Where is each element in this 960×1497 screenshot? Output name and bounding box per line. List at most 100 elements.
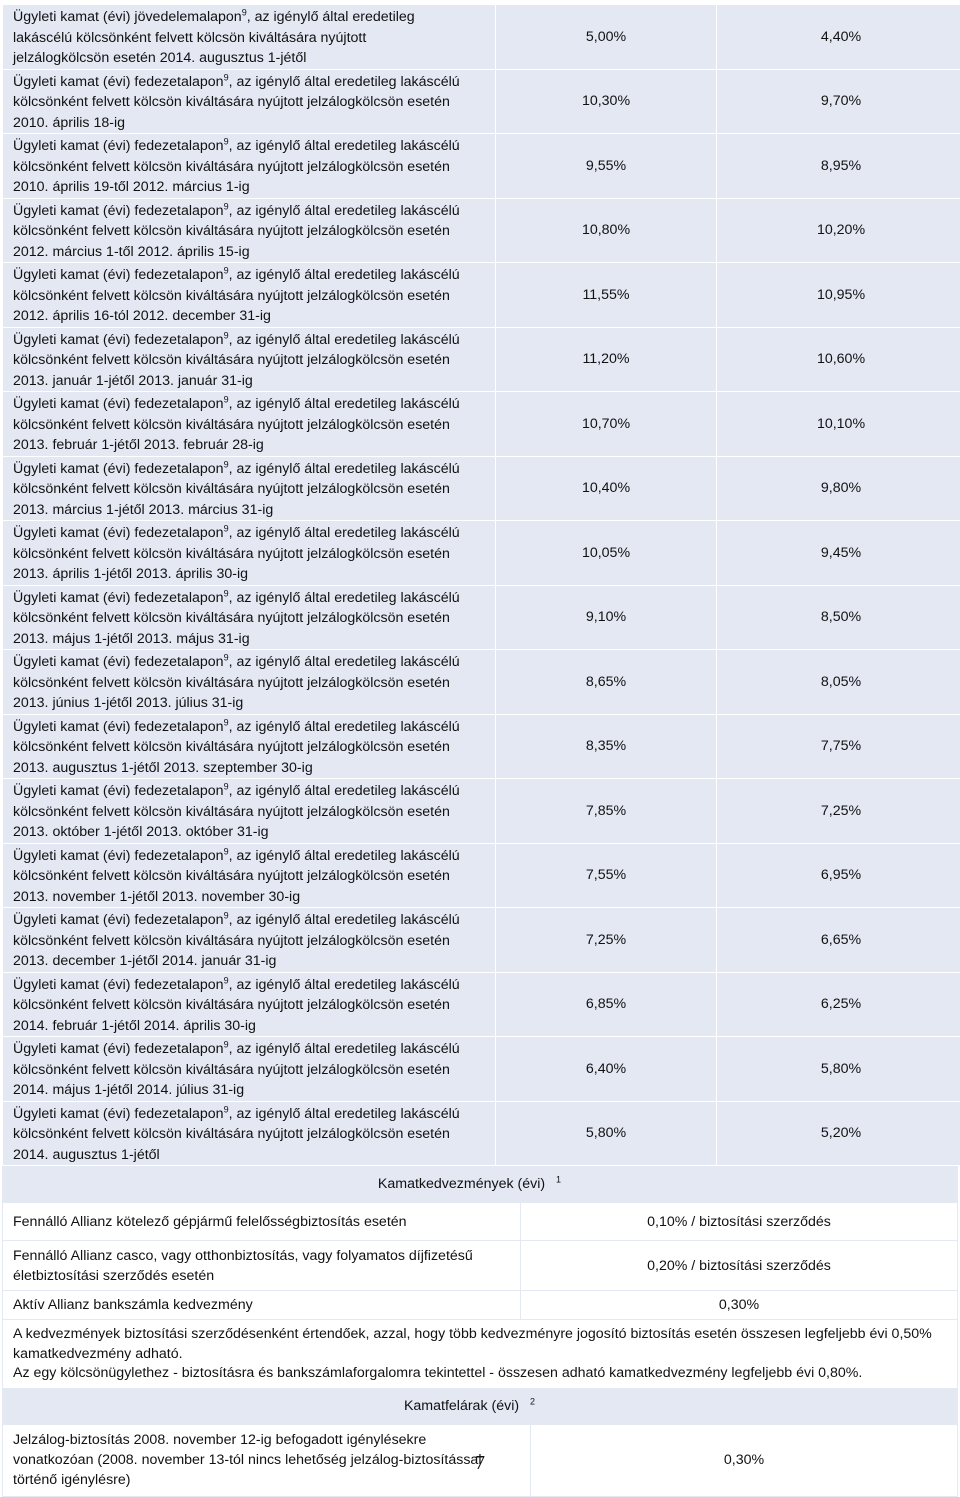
rate-desc-line1b: , az igénylő által eredetileg: [247, 9, 415, 25]
rate-value-2: 7,75%: [717, 714, 960, 779]
rate-value-2: 10,95%: [717, 263, 960, 328]
rate-value-1: 11,20%: [496, 327, 717, 392]
rate-value-1: 10,80%: [496, 198, 717, 263]
rate-value-2: 5,80%: [717, 1037, 960, 1102]
discount-value: 0,30%: [521, 1291, 958, 1320]
discount-value: 0,10% / biztosítási szerződés: [521, 1203, 958, 1241]
rate-desc-line3: 2012. március 1-től 2012. április 15-ig: [13, 244, 250, 260]
surcharges-title-footnote: 2: [530, 1396, 535, 1406]
discount-row: Fennálló Allianz kötelező gépjármű felel…: [3, 1203, 958, 1241]
rate-desc-line2: kölcsönként felvett kölcsön kiváltására …: [13, 223, 450, 239]
rate-value-1: 10,05%: [496, 521, 717, 586]
rate-description: Ügyleti kamat (évi) fedezetalapon9, az i…: [3, 1101, 496, 1166]
rate-value-2: 8,05%: [717, 650, 960, 715]
rate-value-2: 4,40%: [717, 5, 960, 70]
rate-description: Ügyleti kamat (évi) fedezetalapon9, az i…: [3, 908, 496, 973]
rate-desc-line1b: , az igénylő által eredetileg lakáscélú: [229, 74, 460, 90]
rate-desc-line2: kölcsönként felvett kölcsön kiváltására …: [13, 675, 450, 691]
surcharges-title: Kamatfelárak (évi): [404, 1398, 519, 1414]
rate-description: Ügyleti kamat (évi) fedezetalapon9, az i…: [3, 1037, 496, 1102]
rate-desc-line3: 2013. április 1-jétől 2013. április 30-i…: [13, 566, 248, 582]
rate-value-2: 5,20%: [717, 1101, 960, 1166]
rate-desc-line1: Ügyleti kamat (évi) fedezetalapon: [13, 783, 224, 799]
rate-desc-line2: kölcsönként felvett kölcsön kiváltására …: [13, 739, 450, 755]
rate-desc-line2: kölcsönként felvett kölcsön kiváltására …: [13, 933, 450, 949]
rate-value-1: 6,85%: [496, 972, 717, 1037]
rate-row: Ügyleti kamat (évi) jövedelemalapon9, az…: [3, 5, 960, 70]
rate-row: Ügyleti kamat (évi) fedezetalapon9, az i…: [3, 327, 960, 392]
rate-desc-line1b: , az igénylő által eredetileg lakáscélú: [229, 203, 460, 219]
rate-desc-line1: Ügyleti kamat (évi) fedezetalapon: [13, 461, 224, 477]
rate-description: Ügyleti kamat (évi) fedezetalapon9, az i…: [3, 456, 496, 521]
rate-row: Ügyleti kamat (évi) fedezetalapon9, az i…: [3, 69, 960, 134]
rate-description: Ügyleti kamat (évi) jövedelemalapon9, az…: [3, 5, 496, 70]
rate-desc-line2: kölcsönként felvett kölcsön kiváltására …: [13, 288, 450, 304]
rate-row: Ügyleti kamat (évi) fedezetalapon9, az i…: [3, 908, 960, 973]
rate-description: Ügyleti kamat (évi) fedezetalapon9, az i…: [3, 714, 496, 779]
rate-desc-line3: 2010. április 19-től 2012. március 1-ig: [13, 179, 250, 195]
rate-value-1: 10,70%: [496, 392, 717, 457]
rate-desc-line3: 2013. március 1-jétől 2013. március 31-i…: [13, 502, 273, 518]
rate-value-1: 9,10%: [496, 585, 717, 650]
rate-value-1: 7,55%: [496, 843, 717, 908]
rate-desc-line1: Ügyleti kamat (évi) fedezetalapon: [13, 912, 224, 928]
rate-value-2: 7,25%: [717, 779, 960, 844]
rate-desc-line1b: , az igénylő által eredetileg lakáscélú: [229, 525, 460, 541]
rate-description: Ügyleti kamat (évi) fedezetalapon9, az i…: [3, 198, 496, 263]
rate-value-2: 9,70%: [717, 69, 960, 134]
rate-desc-line2: kölcsönként felvett kölcsön kiváltására …: [13, 610, 450, 626]
rate-desc-line3: 2013. október 1-jétől 2013. október 31-i…: [13, 824, 269, 840]
rate-value-2: 8,50%: [717, 585, 960, 650]
rate-row: Ügyleti kamat (évi) fedezetalapon9, az i…: [3, 585, 960, 650]
rate-value-1: 7,25%: [496, 908, 717, 973]
rate-description: Ügyleti kamat (évi) fedezetalapon9, az i…: [3, 263, 496, 328]
rate-desc-line3: 2010. április 18-ig: [13, 115, 125, 131]
rate-desc-line1: Ügyleti kamat (évi) fedezetalapon: [13, 654, 224, 670]
rate-desc-line1b: , az igénylő által eredetileg lakáscélú: [229, 396, 460, 412]
rate-desc-line1b: , az igénylő által eredetileg lakáscélú: [229, 590, 460, 606]
rate-description: Ügyleti kamat (évi) fedezetalapon9, az i…: [3, 779, 496, 844]
page-number: 7: [0, 1452, 960, 1475]
rate-row: Ügyleti kamat (évi) fedezetalapon9, az i…: [3, 1101, 960, 1166]
rate-row: Ügyleti kamat (évi) fedezetalapon9, az i…: [3, 456, 960, 521]
rate-desc-line2: kölcsönként felvett kölcsön kiváltására …: [13, 997, 450, 1013]
rate-desc-line1: Ügyleti kamat (évi) fedezetalapon: [13, 848, 224, 864]
rate-desc-line3: 2013. november 1-jétől 2013. november 30…: [13, 889, 300, 905]
rate-value-1: 9,55%: [496, 134, 717, 199]
discount-note-2: Az egy kölcsönügylethez - biztosításra é…: [13, 1364, 947, 1384]
rate-desc-line3: 2013. február 1-jétől 2013. február 28-i…: [13, 437, 264, 453]
rate-desc-line1: Ügyleti kamat (évi) fedezetalapon: [13, 267, 224, 283]
rate-desc-line1b: , az igénylő által eredetileg lakáscélú: [229, 332, 460, 348]
rate-desc-line1b: , az igénylő által eredetileg lakáscélú: [229, 1106, 460, 1122]
rate-desc-line1b: , az igénylő által eredetileg lakáscélú: [229, 977, 460, 993]
rate-value-2: 8,95%: [717, 134, 960, 199]
rate-desc-line3: 2014. augusztus 1-jétől: [13, 1147, 160, 1163]
rate-desc-line3: jelzálogkölcsön esetén 2014. augusztus 1…: [13, 50, 306, 66]
rate-desc-line1b: , az igénylő által eredetileg lakáscélú: [229, 1041, 460, 1057]
rate-value-2: 10,60%: [717, 327, 960, 392]
rate-row: Ügyleti kamat (évi) fedezetalapon9, az i…: [3, 263, 960, 328]
rate-desc-line2: kölcsönként felvett kölcsön kiváltására …: [13, 868, 450, 884]
rate-desc-line3: 2013. június 1-jétől 2013. július 31-ig: [13, 695, 243, 711]
rate-desc-line3: 2013. május 1-jétől 2013. május 31-ig: [13, 631, 250, 647]
rate-desc-line1b: , az igénylő által eredetileg lakáscélú: [229, 654, 460, 670]
rate-desc-line2: kölcsönként felvett kölcsön kiváltására …: [13, 804, 450, 820]
rate-value-2: 9,80%: [717, 456, 960, 521]
rate-value-1: 5,00%: [496, 5, 717, 70]
discount-label: Fennálló Allianz casco, vagy otthonbizto…: [3, 1241, 521, 1291]
discount-note-1: A kedvezmények biztosítási szerződésenké…: [13, 1325, 947, 1364]
rate-desc-line3: 2013. január 1-jétől 2013. január 31-ig: [13, 373, 253, 389]
rate-desc-line1b: , az igénylő által eredetileg lakáscélú: [229, 267, 460, 283]
rate-desc-line1: Ügyleti kamat (évi) fedezetalapon: [13, 396, 224, 412]
rate-desc-line1: Ügyleti kamat (évi) fedezetalapon: [13, 138, 224, 154]
rate-desc-line2: kölcsönként felvett kölcsön kiváltására …: [13, 1062, 450, 1078]
discount-notes: A kedvezmények biztosítási szerződésenké…: [2, 1320, 958, 1388]
rate-row: Ügyleti kamat (évi) fedezetalapon9, az i…: [3, 1037, 960, 1102]
rate-desc-line3: 2012. április 16-tól 2012. december 31-i…: [13, 308, 271, 324]
rate-description: Ügyleti kamat (évi) fedezetalapon9, az i…: [3, 585, 496, 650]
rate-desc-line1b: , az igénylő által eredetileg lakáscélú: [229, 461, 460, 477]
rate-desc-line2: kölcsönként felvett kölcsön kiváltására …: [13, 352, 450, 368]
rate-description: Ügyleti kamat (évi) fedezetalapon9, az i…: [3, 972, 496, 1037]
rate-row: Ügyleti kamat (évi) fedezetalapon9, az i…: [3, 779, 960, 844]
rate-description: Ügyleti kamat (évi) fedezetalapon9, az i…: [3, 392, 496, 457]
